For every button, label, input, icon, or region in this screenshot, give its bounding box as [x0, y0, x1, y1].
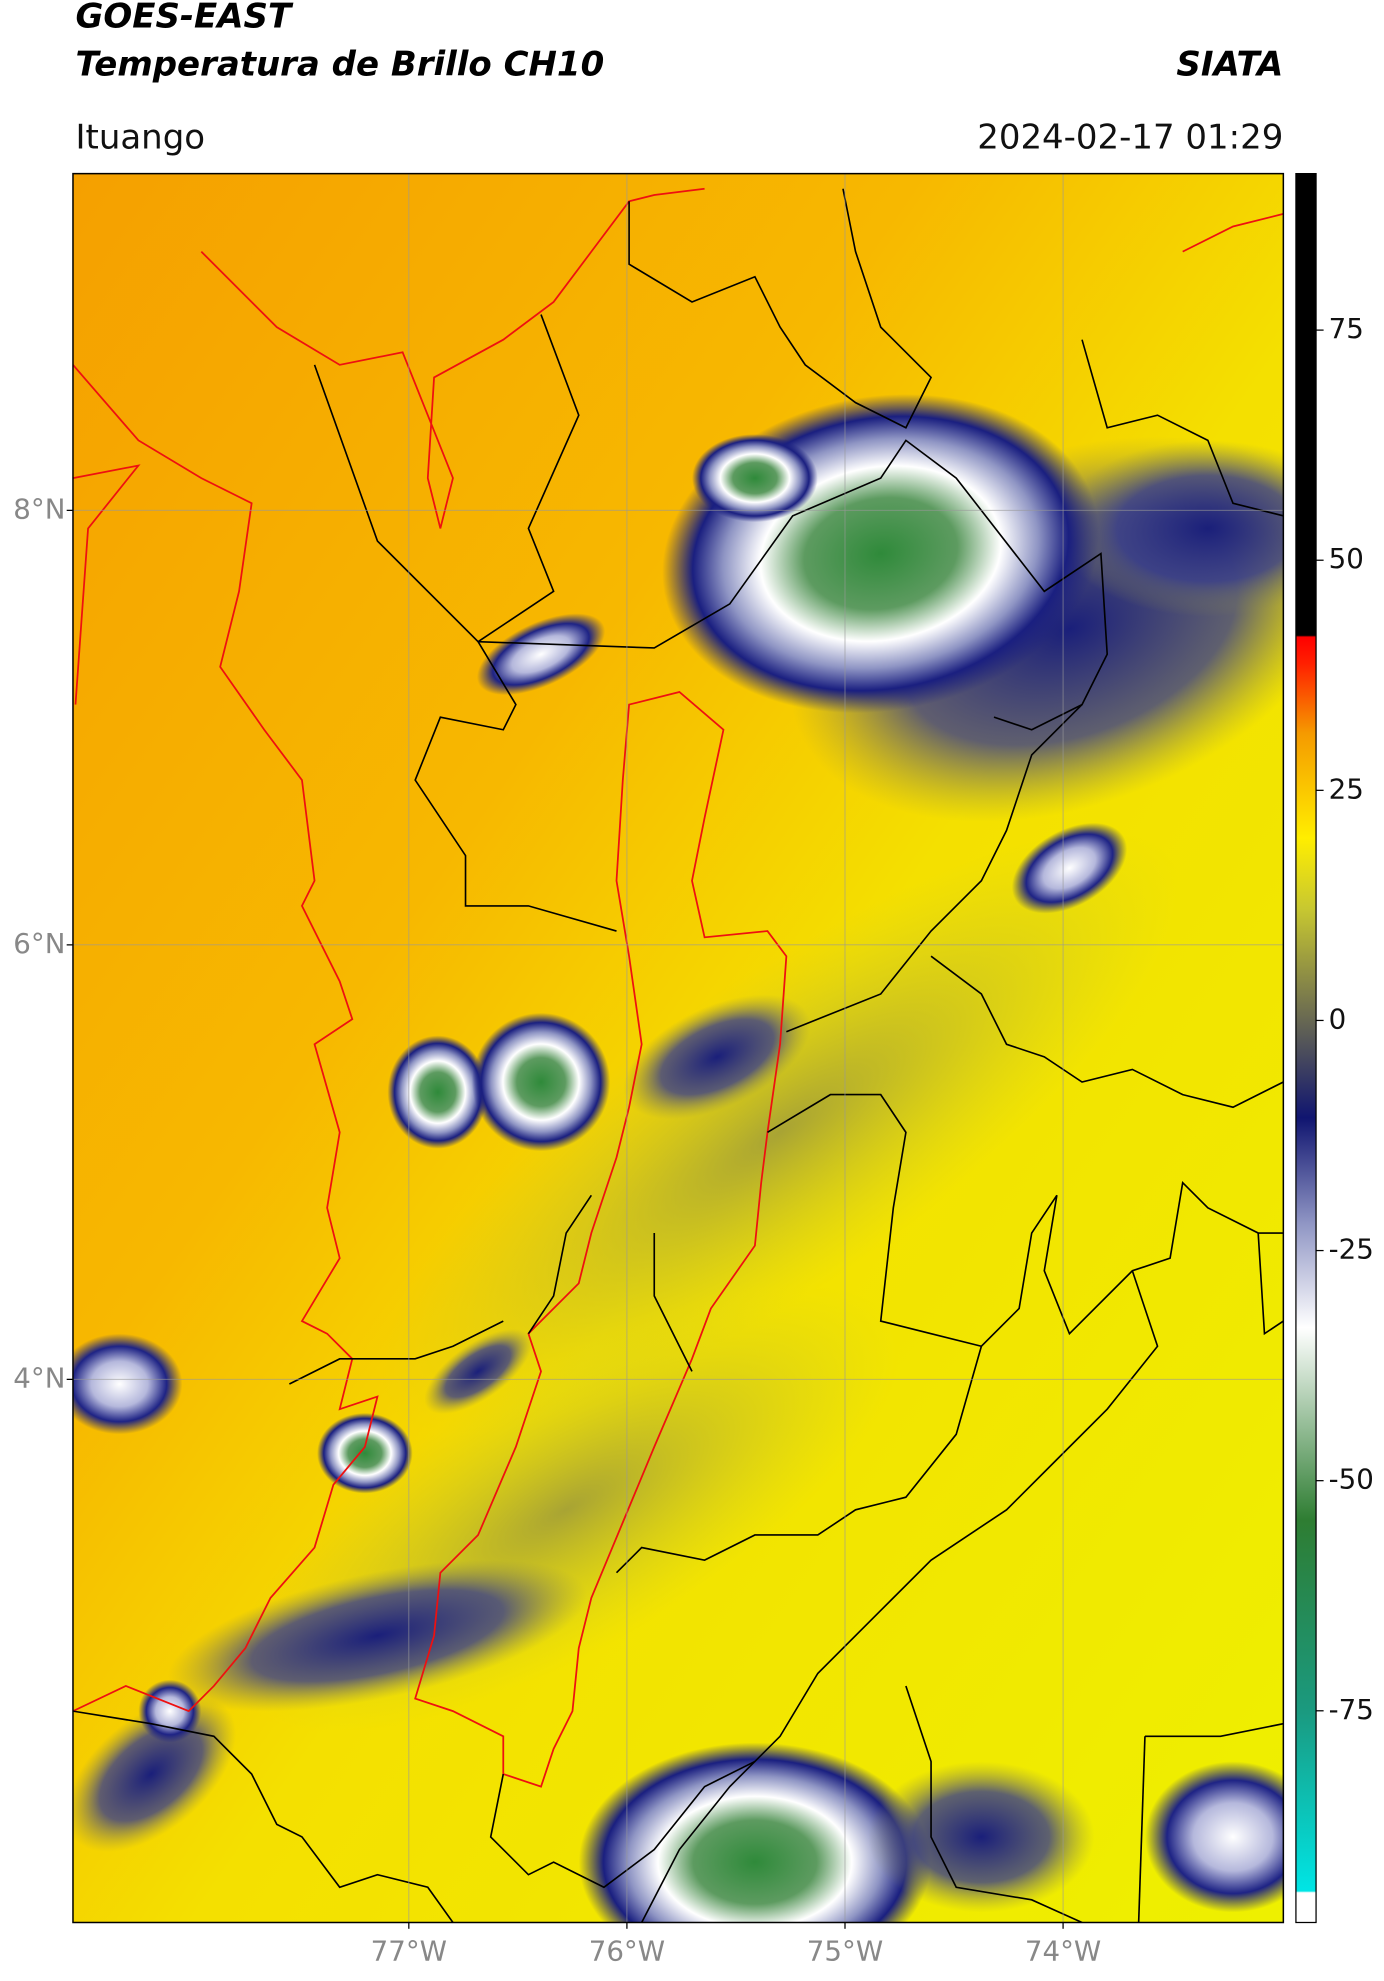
grid [72, 173, 1284, 1923]
lat-tick-label: 8°N [13, 492, 65, 525]
colorbar-tick-label: -50 [1329, 1463, 1374, 1496]
lat-tick-label: 6°N [13, 927, 65, 960]
location: Ituango [75, 117, 205, 157]
colorbar-tick-label: 25 [1329, 772, 1364, 805]
colorbar-tick-label: 50 [1329, 542, 1364, 575]
colorbar-tick-label: 75 [1329, 312, 1364, 345]
map-image [72, 173, 1284, 1923]
colorbar-tick-label: 0 [1329, 1002, 1347, 1035]
title: GOES-EAST [75, 0, 293, 37]
subtitle: Temperatura de Brillo CH10 [75, 44, 604, 84]
lon-tick-label: 74°W [1025, 1935, 1101, 1968]
colorbar-tick-label: -25 [1329, 1233, 1374, 1266]
lat-tick-label: 4°N [13, 1361, 65, 1394]
colorbar [1295, 172, 1317, 1924]
lon-tick-label: 77°W [371, 1935, 447, 1968]
datetime: 2024-02-17 01:29 [977, 117, 1283, 157]
lon-tick-label: 75°W [807, 1935, 883, 1968]
map-frame [72, 172, 1285, 1924]
colorbar-tick-label: -75 [1329, 1693, 1374, 1726]
brand: SIATA [1176, 44, 1283, 84]
lon-tick-label: 76°W [589, 1935, 665, 1968]
